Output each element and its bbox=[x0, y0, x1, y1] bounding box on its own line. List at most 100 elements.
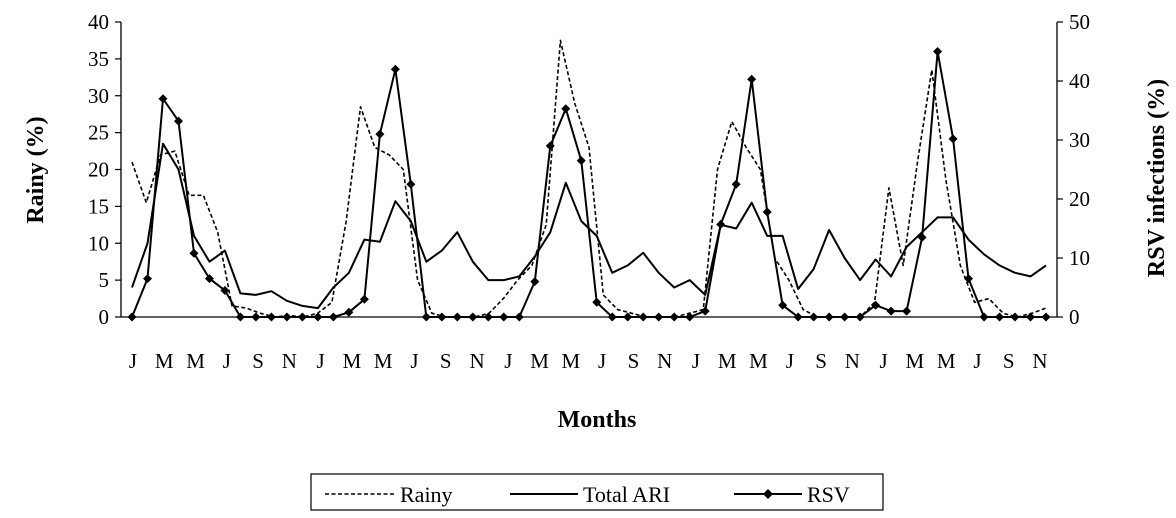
y-right-tick-label: 10 bbox=[1069, 246, 1090, 270]
rsv-data-point bbox=[142, 274, 152, 284]
rsv-data-point bbox=[297, 312, 307, 322]
rsv-data-point bbox=[344, 307, 354, 317]
x-tick-label: J bbox=[692, 349, 700, 373]
rsv-data-point bbox=[762, 207, 772, 217]
x-axis-title: Months bbox=[558, 407, 637, 433]
x-tick-label: M bbox=[155, 349, 174, 373]
x-tick-label: M bbox=[374, 349, 393, 373]
y-left-tick-label: 30 bbox=[88, 84, 109, 108]
legend-box bbox=[310, 473, 884, 511]
rsv-data-point bbox=[437, 312, 447, 322]
rsv-data-point bbox=[421, 312, 431, 322]
rsv-data-point bbox=[359, 294, 369, 304]
x-tick-label: N bbox=[845, 349, 860, 373]
rsv-data-point bbox=[204, 274, 214, 284]
legend: Rainy Total ARI RSV bbox=[310, 473, 884, 511]
rsv-data-point bbox=[189, 248, 199, 258]
x-tick-label: J bbox=[880, 349, 888, 373]
x-tick-label: J bbox=[223, 349, 231, 373]
rsv-data-point bbox=[669, 312, 679, 322]
y-right-tick-label: 20 bbox=[1069, 187, 1090, 211]
x-tick-label: S bbox=[252, 349, 264, 373]
rsv-data-point bbox=[158, 94, 168, 104]
rsv-data-point bbox=[700, 306, 710, 316]
x-tick-label: J bbox=[317, 349, 325, 373]
y-left-tick-label: 15 bbox=[88, 194, 109, 218]
rsv-data-point bbox=[282, 312, 292, 322]
y-left-tick-label: 20 bbox=[88, 158, 109, 182]
rsv-data-point bbox=[390, 64, 400, 74]
x-tick-label: S bbox=[440, 349, 452, 373]
y-right-tick-label: 30 bbox=[1069, 128, 1090, 152]
rsv-data-point bbox=[545, 141, 555, 151]
rsv-data-point bbox=[871, 300, 881, 310]
x-tick-label: M bbox=[186, 349, 205, 373]
x-tick-label: M bbox=[749, 349, 768, 373]
x-tick-label: S bbox=[815, 349, 827, 373]
y-right-tick-label: 0 bbox=[1069, 305, 1080, 329]
rsv-data-point bbox=[886, 306, 896, 316]
rsv-data-point bbox=[127, 312, 137, 322]
rsv-data-point bbox=[251, 312, 261, 322]
x-tick-label: M bbox=[906, 349, 925, 373]
x-tick-label: N bbox=[657, 349, 672, 373]
rsv-data-point bbox=[514, 312, 524, 322]
x-tick-label: J bbox=[598, 349, 606, 373]
rsv-data-point bbox=[173, 116, 183, 126]
x-tick-label: M bbox=[343, 349, 362, 373]
rsv-data-point bbox=[995, 312, 1005, 322]
x-tick-label: M bbox=[530, 349, 549, 373]
x-tick-label: J bbox=[973, 349, 981, 373]
x-tick-label: N bbox=[1032, 349, 1047, 373]
rainy-series-line bbox=[131, 39, 1047, 318]
rsv-data-point bbox=[375, 129, 385, 139]
rsv-data-point bbox=[483, 312, 493, 322]
rsv-data-point bbox=[731, 179, 741, 189]
rsv-data-point bbox=[313, 312, 323, 322]
rsv-data-point bbox=[623, 312, 633, 322]
rsv-data-point bbox=[452, 312, 462, 322]
rsv-data-point bbox=[638, 312, 648, 322]
x-tick-label: M bbox=[937, 349, 956, 373]
rsv-data-point bbox=[468, 312, 478, 322]
rsv-data-point bbox=[1010, 312, 1020, 322]
rsv-data-point bbox=[948, 134, 958, 144]
x-tick-label: M bbox=[562, 349, 581, 373]
rsv-data-point bbox=[406, 179, 416, 189]
rsv-data-point bbox=[809, 312, 819, 322]
legend-ari-label: Total ARI bbox=[583, 482, 670, 507]
x-tick-label: J bbox=[786, 349, 794, 373]
legend-rsv-label: RSV bbox=[807, 482, 850, 507]
rsv-data-point bbox=[654, 312, 664, 322]
rsv-data-point bbox=[561, 104, 571, 114]
rsv-data-point bbox=[1041, 312, 1051, 322]
x-tick-label: J bbox=[410, 349, 418, 373]
rsv-data-point bbox=[840, 312, 850, 322]
x-tick-label: S bbox=[628, 349, 640, 373]
rsv-data-point bbox=[607, 312, 617, 322]
rsv-data-point bbox=[266, 312, 276, 322]
y-right-tick-label: 50 bbox=[1069, 10, 1090, 34]
rsv-data-point bbox=[793, 312, 803, 322]
rsv-data-point bbox=[902, 306, 912, 316]
rsv-data-point bbox=[1026, 312, 1036, 322]
x-tick-label: S bbox=[1003, 349, 1015, 373]
rsv-data-point bbox=[979, 312, 989, 322]
y-axis-left-title: Rainy (%) bbox=[23, 116, 49, 223]
rsv-data-point bbox=[576, 156, 586, 166]
x-tick-label: J bbox=[129, 349, 137, 373]
rsv-data-point bbox=[917, 232, 927, 242]
y-left-tick-label: 0 bbox=[99, 305, 110, 329]
legend-rainy-label: Rainy bbox=[400, 482, 453, 507]
y-left-tick-label: 40 bbox=[88, 10, 109, 34]
rsv-data-point bbox=[328, 312, 338, 322]
rsv-data-point bbox=[716, 219, 726, 229]
y-left-tick-label: 25 bbox=[88, 121, 109, 145]
x-tick-label: N bbox=[282, 349, 297, 373]
legend-rsv-marker bbox=[763, 489, 773, 499]
rsv-data-point bbox=[747, 74, 757, 84]
rsv-series-line bbox=[131, 50, 1046, 318]
x-tick-label: M bbox=[718, 349, 737, 373]
y-left-tick-label: 35 bbox=[88, 47, 109, 71]
